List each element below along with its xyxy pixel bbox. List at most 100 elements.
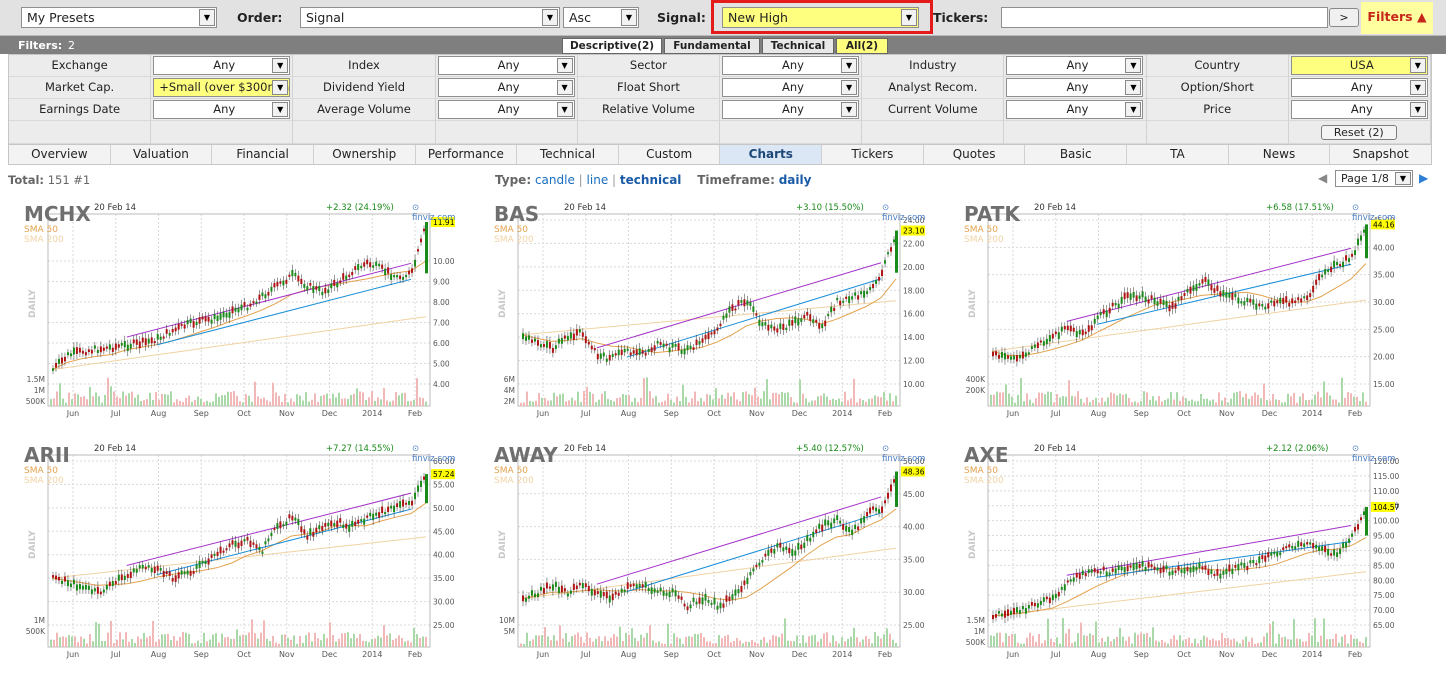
volume-bar xyxy=(1041,392,1043,406)
candle-body xyxy=(1339,548,1342,555)
chart-date: 20 Feb 14 xyxy=(1034,203,1077,213)
earnings-date-select[interactable]: Any ▼ xyxy=(153,100,291,119)
candle-body xyxy=(264,294,267,299)
reset-button[interactable]: Reset (2) xyxy=(1320,125,1397,140)
market-cap-select[interactable]: +Small (over $300mln) ▼ xyxy=(153,78,291,97)
tab-quotes[interactable]: Quotes xyxy=(924,145,1026,164)
tab-performance[interactable]: Performance xyxy=(416,145,518,164)
candle-body xyxy=(710,602,713,605)
candle-body xyxy=(1237,297,1240,304)
candle-body xyxy=(845,296,848,299)
chevron-down-icon: ▼ xyxy=(901,9,917,26)
tab-descriptive[interactable]: Descriptive(2) xyxy=(562,38,662,54)
sector-select[interactable]: Any ▼ xyxy=(722,56,860,75)
y-tick-label: 5.00 xyxy=(433,360,450,369)
volume-bar xyxy=(371,639,373,647)
filter-label-dividend-yield: Dividend Yield xyxy=(293,77,436,99)
tab-technical[interactable]: Technical xyxy=(517,145,619,164)
tab-financial[interactable]: Financial xyxy=(212,145,314,164)
tab-news[interactable]: News xyxy=(1229,145,1331,164)
volume-bar xyxy=(1341,377,1343,406)
candle-body xyxy=(644,352,647,356)
index-select[interactable]: Any ▼ xyxy=(437,56,575,75)
chart-type-technical[interactable]: technical xyxy=(619,173,682,187)
volume-bar xyxy=(619,626,621,647)
timeframe-value[interactable]: daily xyxy=(778,173,812,187)
candle-body xyxy=(653,588,656,593)
country-select[interactable]: USA ▼ xyxy=(1290,56,1428,75)
volume-bar xyxy=(1347,643,1349,647)
volume-bar xyxy=(850,398,852,406)
candle-body xyxy=(75,347,78,354)
candle-body xyxy=(360,265,363,269)
volume-bar xyxy=(1140,632,1142,647)
candle-body xyxy=(1234,565,1237,568)
go-button[interactable]: > xyxy=(1329,8,1359,27)
average-volume-select[interactable]: Any ▼ xyxy=(437,100,575,119)
candle-body xyxy=(842,524,845,530)
candle-body xyxy=(895,230,898,273)
dividend-yield-select[interactable]: Any ▼ xyxy=(437,78,575,97)
tab-basic[interactable]: Basic xyxy=(1025,145,1128,164)
price-select[interactable]: Any ▼ xyxy=(1290,100,1428,119)
order-direction-select[interactable]: Asc ▼ xyxy=(563,7,639,28)
tab-ownership[interactable]: Ownership xyxy=(314,145,416,164)
volume-bar xyxy=(703,637,705,647)
chart-panel[interactable]: Jun Jul Aug Sep Oct Nov Dec 2014 Feb 50.00 45.00 40… xyxy=(478,441,930,661)
analyst-recom-select[interactable]: Any ▼ xyxy=(1006,78,1144,97)
volume-bar xyxy=(538,393,540,406)
filter-cell: Any ▼ xyxy=(435,77,578,99)
volume-bar xyxy=(1002,642,1004,647)
current-volume-select[interactable]: Any ▼ xyxy=(1006,100,1144,119)
candle-body xyxy=(1051,333,1054,339)
chart-panel[interactable]: Jun Jul Aug Sep Oct Nov Dec 2014 Feb 24.00 22.00 20… xyxy=(478,200,930,420)
tab-overview[interactable]: Overview xyxy=(9,145,111,164)
chart-panel[interactable]: Jun Jul Aug Sep Oct Nov Dec 2014 Feb 10.00 9.00 8.0… xyxy=(8,200,460,420)
volume-tick-label: 2M xyxy=(504,397,515,406)
x-tick-label: 2014 xyxy=(362,409,382,418)
signal-select[interactable]: New High ▼ xyxy=(722,7,919,28)
industry-select[interactable]: Any ▼ xyxy=(1006,56,1144,75)
candle-body xyxy=(312,285,315,293)
chart-type-line[interactable]: line xyxy=(586,173,609,187)
x-tick-label: Aug xyxy=(151,409,167,418)
filter-cell xyxy=(1004,121,1147,144)
next-page-arrow-icon[interactable]: ▶ xyxy=(1419,171,1429,185)
order-select[interactable]: Signal ▼ xyxy=(300,7,560,28)
separator: | xyxy=(578,173,583,187)
separator: | xyxy=(612,173,617,187)
tickers-input[interactable] xyxy=(1001,7,1328,28)
chevron-down-icon: ▼ xyxy=(1125,80,1142,95)
tab-fundamental[interactable]: Fundamental xyxy=(664,38,760,54)
volume-bar xyxy=(826,632,828,647)
candle-body xyxy=(611,354,614,357)
volume-bar xyxy=(56,632,58,647)
candle-body xyxy=(129,343,132,349)
tab-tickers[interactable]: Tickers xyxy=(822,145,924,164)
chart-panel[interactable]: JunJulAugSepOctNovDec2014Feb45.0040.0035… xyxy=(948,200,1400,420)
presets-select[interactable]: My Presets ▼ xyxy=(21,7,217,28)
tab-snapshot[interactable]: Snapshot xyxy=(1352,147,1409,161)
volume-bar xyxy=(233,638,235,647)
exchange-select[interactable]: Any ▼ xyxy=(153,56,291,75)
x-tick-label: Feb xyxy=(1348,409,1362,418)
option-short-select[interactable]: Any ▼ xyxy=(1290,78,1428,97)
candle-body xyxy=(1171,301,1174,309)
tab-custom[interactable]: Custom xyxy=(619,145,721,164)
tab-charts[interactable]: Charts xyxy=(720,145,823,164)
relative-volume-select[interactable]: Any ▼ xyxy=(722,100,860,119)
candle-body xyxy=(533,338,536,342)
page-select[interactable]: Page 1/8 ▼ xyxy=(1335,170,1413,187)
tab-all[interactable]: All(2) xyxy=(836,38,888,54)
candle-body xyxy=(584,336,587,344)
tab-technical[interactable]: Technical xyxy=(762,38,834,54)
prev-page-arrow-icon[interactable]: ◀ xyxy=(1318,171,1328,185)
chart-panel[interactable]: Jun Jul Aug Sep Oct Nov Dec 2014 Feb 60.00 55.00 50… xyxy=(8,441,460,661)
tab-ta[interactable]: TA xyxy=(1127,145,1229,164)
tab-valuation[interactable]: Valuation xyxy=(111,145,213,164)
chart-type-candle[interactable]: candle xyxy=(534,173,575,187)
chart-panel[interactable]: Jun Jul Aug Sep Oct Nov Dec 2014 Feb 120.00 115.00… xyxy=(948,441,1400,661)
filters-toggle-button[interactable]: Filters ▲ xyxy=(1361,2,1433,34)
float-short-select[interactable]: Any ▼ xyxy=(722,78,860,97)
presets-value: My Presets xyxy=(27,10,95,25)
